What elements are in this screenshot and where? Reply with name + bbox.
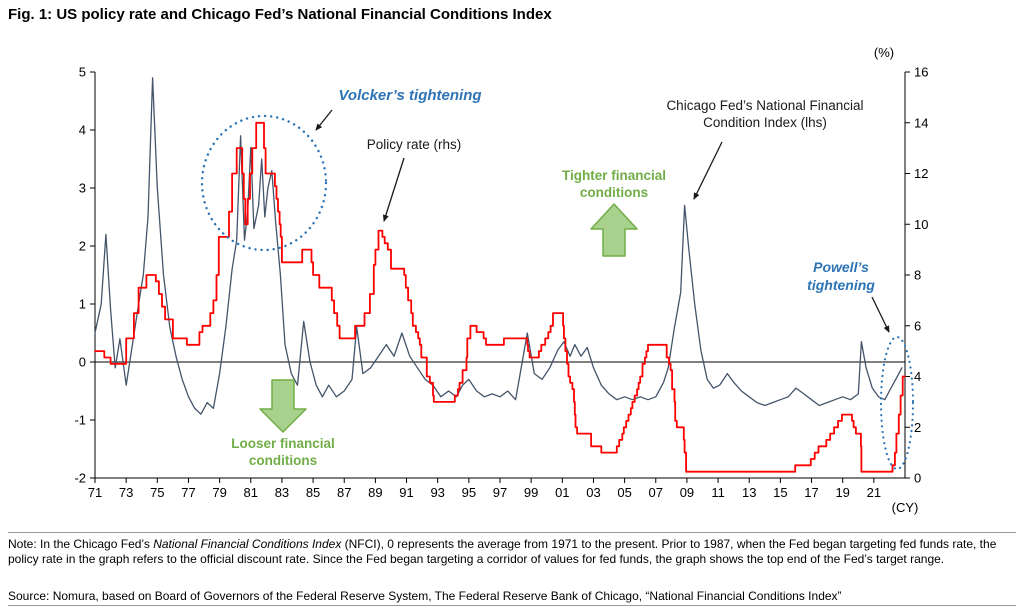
x-tick-label: 87 [337, 485, 351, 500]
left-tick-label: -2 [74, 471, 86, 486]
powell-dotted-circle [879, 335, 915, 471]
left-tick-label: 2 [79, 239, 86, 254]
x-tick-label: 09 [680, 485, 694, 500]
tighter-up-arrow-icon [590, 203, 638, 257]
x-tick-label: 13 [742, 485, 756, 500]
left-tick-label: -1 [74, 413, 86, 428]
x-tick-label: 81 [244, 485, 258, 500]
x-tick-label: 73 [119, 485, 133, 500]
note-italic-title: National Financial Conditions Index [153, 537, 342, 551]
right-tick-label: 10 [914, 217, 928, 232]
left-tick-label: 0 [79, 355, 86, 370]
x-tick-label: 01 [555, 485, 569, 500]
x-axis-unit: (CY) [892, 500, 919, 515]
tighter-conditions-annotation: Tighter financial conditions [561, 168, 667, 200]
x-tick-label: 79 [212, 485, 226, 500]
right-tick-label: 4 [914, 369, 921, 384]
x-tick-label: 83 [275, 485, 289, 500]
volcker-arrow [315, 109, 333, 131]
right-tick-label: 8 [914, 268, 921, 283]
nfci-line [94, 77, 903, 415]
x-tick-label: 15 [773, 485, 787, 500]
x-tick-label: 07 [649, 485, 663, 500]
note-text: Note: In the Chicago Fed’s National Fina… [8, 537, 997, 566]
left-tick-label: 1 [79, 297, 86, 312]
nfci-arrow [693, 141, 723, 200]
policy-rate-line [94, 121, 906, 473]
right-tick-label: 16 [914, 65, 928, 80]
left-tick-label: 3 [79, 181, 86, 196]
nfci-annotation: Chicago Fed’s National Financial Conditi… [666, 98, 864, 130]
x-tick-label: 93 [430, 485, 444, 500]
x-tick-label: 91 [399, 485, 413, 500]
x-tick-label: 05 [617, 485, 631, 500]
x-tick-label: 89 [368, 485, 382, 500]
x-tick-label: 85 [306, 485, 320, 500]
powell-annotation: Powell’s tightening [807, 259, 875, 294]
x-tick-label: 21 [867, 485, 881, 500]
x-tick-label: 19 [835, 485, 849, 500]
policy-rate-arrow [382, 157, 405, 222]
left-tick-label: 5 [79, 65, 86, 80]
divider [8, 605, 1016, 606]
x-tick-label: 97 [493, 485, 507, 500]
x-tick-label: 99 [524, 485, 538, 500]
left-tick-label: 4 [79, 123, 86, 138]
right-tick-label: 2 [914, 420, 921, 435]
x-tick-label: 95 [462, 485, 476, 500]
looser-down-arrow-icon [259, 379, 307, 433]
x-tick-label: 75 [150, 485, 164, 500]
right-tick-label: 6 [914, 318, 921, 333]
right-tick-label: 12 [914, 166, 928, 181]
divider [8, 532, 1016, 533]
powell-arrow [871, 296, 890, 333]
policy-rate-annotation: Policy rate (rhs) [366, 137, 462, 152]
x-tick-label: 03 [586, 485, 600, 500]
x-tick-label: 77 [181, 485, 195, 500]
x-tick-label: 17 [804, 485, 818, 500]
right-tick-label: 0 [914, 471, 921, 486]
looser-conditions-annotation: Looser financial conditions [231, 436, 335, 468]
volcker-dotted-circle [200, 114, 328, 252]
volcker-annotation: Volcker’s tightening [338, 87, 482, 104]
right-tick-label: 14 [914, 115, 928, 130]
x-tick-label: 71 [88, 485, 102, 500]
right-axis-unit: (%) [874, 45, 894, 60]
source-text: Source: Nomura, based on Board of Govern… [8, 589, 842, 603]
x-tick-label: 11 [711, 485, 725, 500]
figure-title: Fig. 1: US policy rate and Chicago Fed’s… [8, 6, 552, 23]
